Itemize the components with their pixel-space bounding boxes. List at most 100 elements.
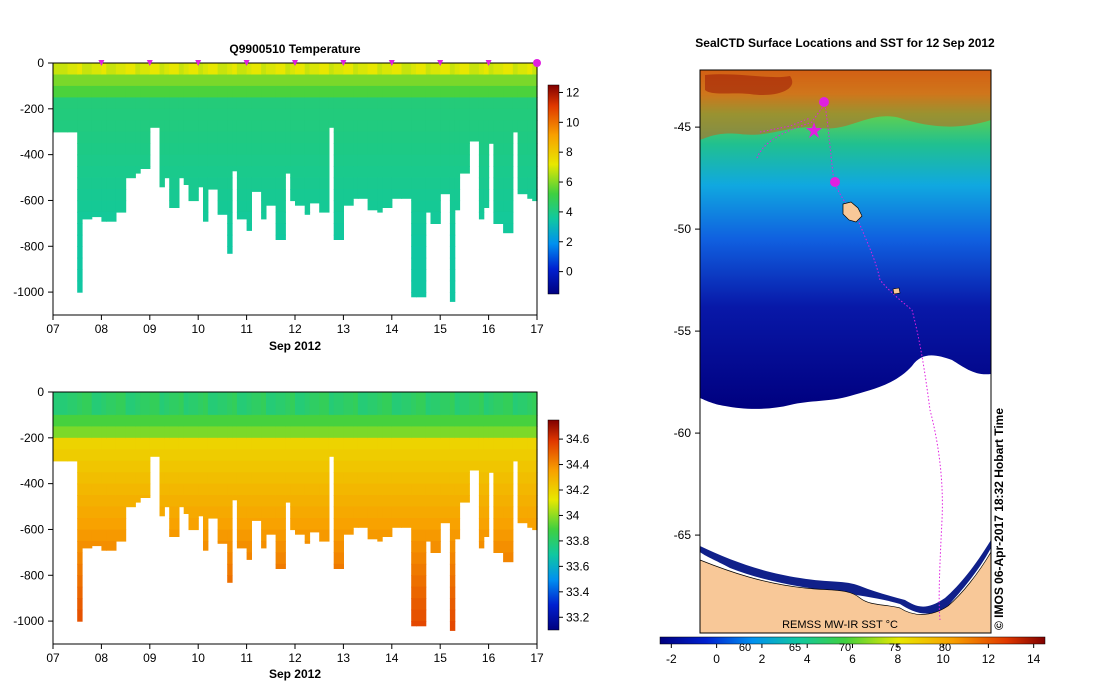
section-cell <box>149 120 161 128</box>
section-cell <box>382 506 393 519</box>
section-cell <box>353 63 359 76</box>
section-cell <box>251 460 262 473</box>
section-cell <box>411 437 417 450</box>
profile-marker <box>485 60 492 66</box>
section-cell <box>77 552 83 565</box>
section-cell <box>140 108 151 121</box>
section-cell <box>207 74 219 87</box>
section-cell <box>67 449 78 462</box>
section-cell <box>343 166 354 179</box>
section-cell <box>493 189 504 202</box>
section-cell <box>449 223 456 236</box>
section-cell <box>77 166 83 179</box>
section-cell <box>411 63 417 76</box>
section-cell <box>304 495 311 508</box>
section-cell <box>469 63 480 76</box>
section-cell <box>232 143 238 156</box>
section-cell <box>503 154 514 167</box>
section-cell <box>183 426 190 439</box>
section-cell <box>411 200 417 213</box>
section-cell <box>169 414 180 427</box>
section-cell <box>91 506 102 519</box>
section-cell <box>377 483 383 496</box>
section-cell <box>309 392 320 405</box>
section-cell <box>232 131 238 144</box>
section-cell <box>77 211 83 224</box>
section-cell <box>401 63 412 76</box>
section-cell <box>275 108 286 121</box>
section-cell <box>459 472 470 485</box>
section-cell <box>188 472 199 485</box>
section-cell <box>183 177 190 185</box>
section-cell <box>357 518 369 528</box>
section-cell <box>217 483 228 496</box>
section-cell <box>454 426 461 439</box>
section-cell <box>459 85 470 98</box>
section-cell <box>149 437 161 450</box>
section-cell <box>149 403 161 416</box>
section-cell <box>198 154 204 167</box>
section-cell <box>188 495 199 508</box>
section-cell <box>503 552 514 563</box>
section-cell <box>483 154 490 167</box>
section-cell <box>493 211 504 224</box>
section-cell <box>290 154 296 167</box>
section-cell <box>532 143 538 156</box>
section-cell <box>377 166 383 179</box>
section-cell <box>454 403 461 416</box>
section-cell <box>401 437 412 450</box>
section-cell <box>236 483 248 496</box>
section-cell <box>101 131 107 144</box>
section-cell <box>488 85 494 98</box>
section-cell <box>82 120 93 133</box>
section-cell <box>503 540 514 553</box>
section-cell <box>251 63 262 76</box>
x-tick-label: 08 <box>95 322 109 336</box>
section-cell <box>285 483 291 496</box>
section-cell <box>285 414 291 427</box>
section-cell <box>188 97 199 110</box>
section-cell <box>135 460 141 473</box>
section-cell <box>440 403 451 416</box>
section-cell <box>416 426 427 439</box>
section-cell <box>77 74 83 87</box>
section-cell <box>149 392 161 405</box>
section-cell <box>290 414 296 427</box>
section-cell <box>493 131 504 144</box>
section-cell <box>227 143 233 156</box>
section-cell <box>309 143 320 156</box>
section-cell <box>207 97 219 110</box>
section-cell <box>236 120 248 133</box>
x-tick-label: 14 <box>385 651 399 665</box>
section-cell <box>290 392 296 405</box>
map-colorbar <box>659 636 1046 645</box>
section-cell <box>517 177 528 190</box>
section-cell <box>217 189 228 202</box>
section-cell <box>246 120 252 133</box>
section-cell <box>246 166 252 179</box>
section-cell <box>198 108 204 121</box>
section-cell <box>169 518 180 531</box>
section-cell <box>391 74 403 87</box>
section-cell <box>251 166 262 179</box>
section-cell <box>532 449 538 462</box>
coastal-ice-band <box>700 540 991 614</box>
section-cell <box>290 131 296 144</box>
section-cell <box>449 292 456 302</box>
section-cell <box>295 74 306 87</box>
section-cell <box>319 529 330 542</box>
section-cell <box>164 472 170 485</box>
section-cell <box>164 392 170 405</box>
section-cell <box>377 63 383 76</box>
section-cell <box>377 518 383 531</box>
section-cell <box>275 211 286 224</box>
section-cell <box>469 120 480 133</box>
section-cell <box>367 506 378 519</box>
section-cell <box>488 437 494 450</box>
section-cell <box>377 143 383 156</box>
section-cell <box>77 563 83 576</box>
section-cell <box>517 131 528 144</box>
section-cell <box>207 108 219 121</box>
section-cell <box>512 74 519 87</box>
section-cell <box>304 529 311 542</box>
